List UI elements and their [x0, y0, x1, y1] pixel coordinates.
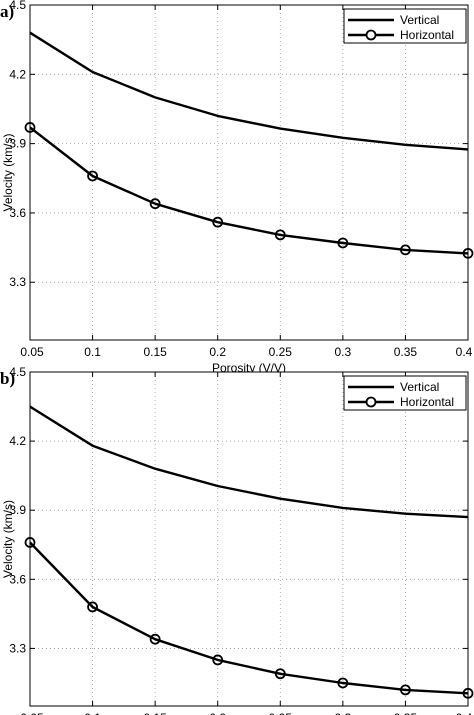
- x-tick-label: 0.4: [456, 345, 473, 359]
- legend-box: [343, 8, 467, 44]
- x-tick-label: 0.15: [143, 711, 167, 715]
- data-point-horizontal: [212, 654, 224, 666]
- legend-box: [343, 375, 467, 411]
- y-tick-label: 3.3: [9, 641, 26, 655]
- x-tick-label: 0.25: [269, 345, 293, 359]
- legend-label-vertical: Vertical: [400, 380, 439, 394]
- series-line-vertical: [29, 405, 469, 519]
- data-point-horizontal: [24, 122, 36, 133]
- x-tick-label: 0.25: [269, 711, 293, 715]
- x-tick-label: 0.3: [335, 711, 352, 715]
- legend-label-vertical: Vertical: [400, 13, 439, 27]
- series-line-horizontal: [29, 126, 469, 255]
- x-tick-label: 0.05: [20, 711, 44, 715]
- x-tick-label: 0.05: [20, 345, 44, 359]
- panel-label: b): [0, 369, 15, 388]
- y-tick-label: 3.3: [9, 275, 26, 289]
- x-tick-label: 0.4: [456, 711, 473, 715]
- x-tick-label: 0.1: [84, 345, 101, 359]
- data-point-horizontal: [462, 247, 474, 259]
- data-point-horizontal: [212, 216, 224, 228]
- x-tick-label: 0.1: [84, 711, 101, 715]
- data-point-horizontal: [337, 677, 349, 689]
- data-point-horizontal: [274, 229, 286, 241]
- x-tick-label: 0.2: [209, 711, 226, 715]
- data-point-horizontal: [149, 633, 161, 645]
- x-tick-label: 0.15: [143, 345, 167, 359]
- data-point-horizontal: [462, 687, 474, 699]
- panel-label: a): [0, 2, 14, 21]
- legend-label-horizontal: Horizontal: [400, 395, 454, 409]
- y-tick-label: 4.2: [9, 67, 26, 81]
- data-point-horizontal: [87, 601, 98, 613]
- axes-frame: [29, 371, 469, 707]
- legend-marker-horizontal: [365, 396, 377, 408]
- x-tick-label: 0.35: [394, 345, 418, 359]
- x-tick-label: 0.35: [394, 711, 418, 715]
- y-tick-label: 4.5: [9, 0, 26, 12]
- y-tick-label: 3.9: [9, 137, 26, 151]
- data-point-horizontal: [274, 668, 286, 680]
- plot-area-0: [30, 5, 468, 340]
- x-tick-label: 0.3: [335, 345, 352, 359]
- y-tick-label: 3.9: [9, 503, 26, 517]
- legend-marker-horizontal: [365, 29, 377, 41]
- data-point-horizontal: [337, 237, 349, 249]
- data-point-horizontal: [400, 244, 411, 256]
- y-tick-label: 4.5: [9, 365, 26, 379]
- axes-frame: [29, 4, 469, 341]
- y-tick-label: 4.2: [9, 434, 26, 448]
- data-point-horizontal: [24, 537, 36, 548]
- y-tick-label: 3.6: [9, 206, 26, 220]
- y-axis-label: Velocity (km/s): [1, 500, 15, 578]
- series-line-horizontal: [29, 541, 469, 695]
- data-point-horizontal: [400, 684, 411, 696]
- y-tick-label: 3.6: [9, 572, 26, 586]
- plot-area-1: [30, 372, 468, 706]
- data-point-horizontal: [87, 170, 98, 182]
- data-point-horizontal: [149, 198, 161, 210]
- series-line-vertical: [29, 31, 469, 151]
- legend-label-horizontal: Horizontal: [400, 28, 454, 42]
- y-axis-label: Velocity (km/s): [1, 133, 15, 211]
- x-tick-label: 0.2: [209, 345, 226, 359]
